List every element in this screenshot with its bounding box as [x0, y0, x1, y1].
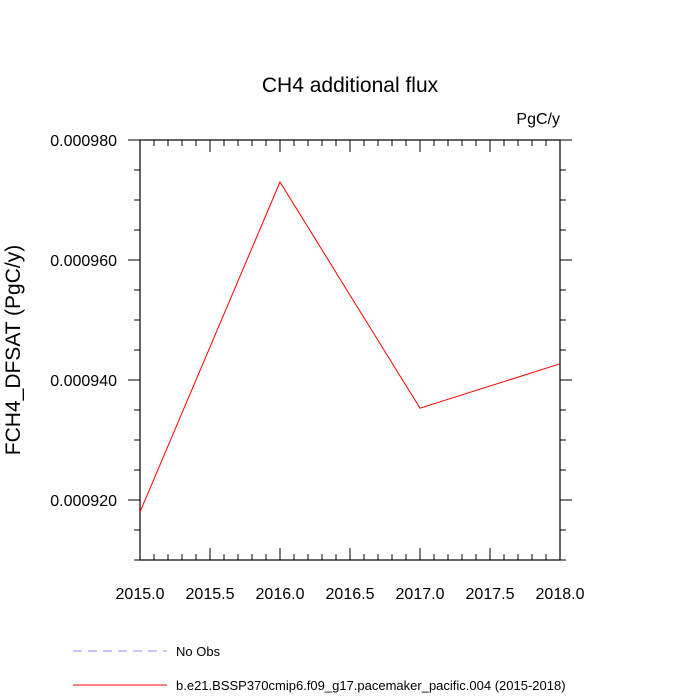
x-tick-label: 2016.5	[326, 586, 375, 603]
chart-title: CH4 additional flux	[262, 74, 439, 97]
x-tick-label: 2018.0	[536, 586, 585, 603]
x-tick-label: 2016.0	[256, 586, 305, 603]
series-group	[139, 180, 561, 513]
x-ticks: 2015.0 2015.5 2016.0 2016.5 2017.0 2017.5 2018…	[116, 140, 585, 603]
units-label: PgC/y	[516, 111, 560, 128]
x-tick-label: 2015.5	[186, 586, 235, 603]
legend: No Obs b.e21.BSSP370cmip6.f09_g17.pacemak…	[73, 644, 566, 693]
series-line	[139, 180, 561, 513]
legend-label: No Obs	[176, 644, 221, 659]
x-tick-label: 2015.0	[116, 586, 165, 603]
plot-frame	[139, 139, 561, 561]
x-tick-label: 2017.0	[396, 586, 445, 603]
y-tick-label: 0.000940	[50, 373, 117, 390]
y-axis-label: FCH4_DFSAT (PgC/y)	[2, 245, 25, 455]
y-tick-label: 0.000960	[50, 253, 117, 270]
y-tick-label: 0.000980	[50, 133, 117, 150]
y-tick-label: 0.000920	[50, 493, 117, 510]
x-tick-label: 2017.5	[466, 586, 515, 603]
y-ticks: 0.000920 0.000940 0.000960 0.000980	[50, 133, 572, 561]
legend-label: b.e21.BSSP370cmip6.f09_g17.pacemaker_pac…	[176, 678, 566, 693]
